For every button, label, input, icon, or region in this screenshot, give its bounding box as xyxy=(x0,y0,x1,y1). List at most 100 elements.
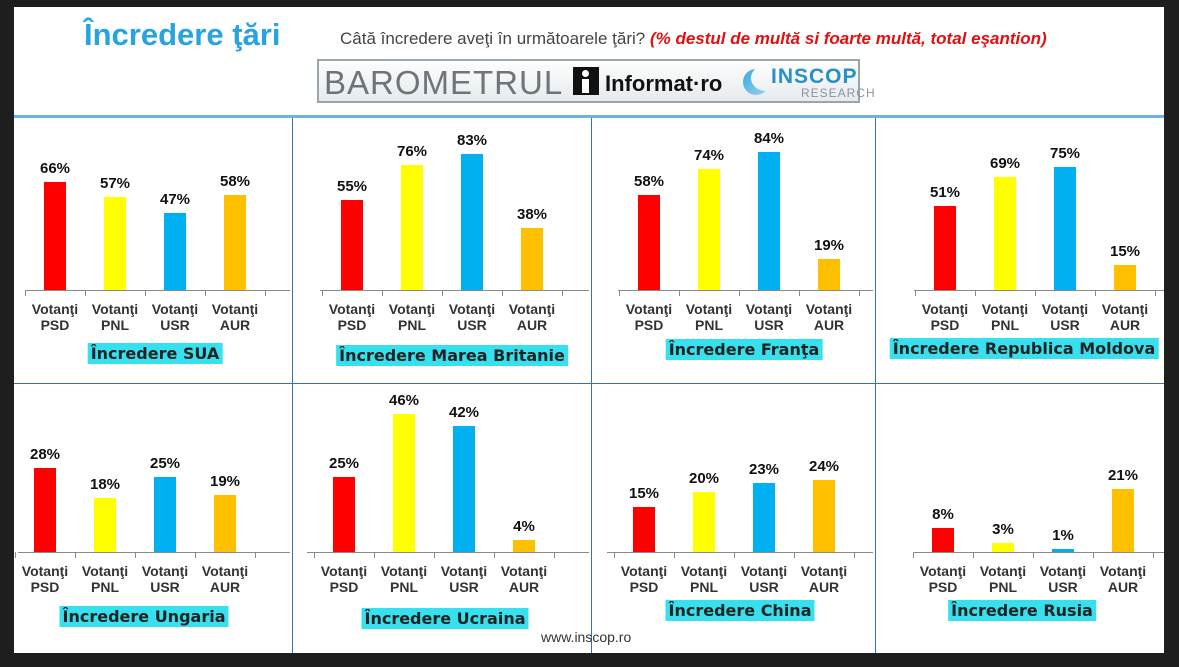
category-label: Votanţi AUR xyxy=(204,301,266,333)
category-label: Votanţi PSD xyxy=(321,301,383,333)
category-line: Votanţi xyxy=(500,563,548,579)
chart-bar xyxy=(1112,489,1134,552)
chart-bar xyxy=(994,176,1016,290)
category-line: PSD xyxy=(930,317,960,333)
category-line: Votanţi xyxy=(21,563,69,579)
axis-tick xyxy=(265,290,266,296)
category-line: PSD xyxy=(329,579,359,595)
category-line: Votanţi xyxy=(919,563,967,579)
axis-tick xyxy=(854,552,855,558)
category-line: Votanţi xyxy=(805,301,853,317)
data-label: 21% xyxy=(1107,467,1139,484)
chart-bar xyxy=(813,480,835,552)
chart-bar xyxy=(461,153,483,290)
chart-bar xyxy=(521,227,543,290)
data-label: 38% xyxy=(516,205,548,223)
data-label: 69% xyxy=(989,154,1021,172)
category-label: Votanţi AUR xyxy=(793,563,855,595)
category-line: Votanţi xyxy=(685,301,733,317)
category-label: Votanţi PNL xyxy=(972,563,1034,595)
chart-bar xyxy=(818,258,840,290)
column-divider xyxy=(292,118,293,653)
category-line: Votanţi xyxy=(1101,301,1149,317)
chart-title: Încredere Rusia xyxy=(948,600,1096,621)
chart-bar xyxy=(698,168,720,290)
chart-baseline xyxy=(25,290,290,291)
axis-tick xyxy=(382,290,383,296)
axis-tick xyxy=(15,552,16,558)
category-line: Votanţi xyxy=(448,301,496,317)
category-label: Votanţi AUR xyxy=(1092,563,1154,595)
axis-tick xyxy=(794,552,795,558)
chart-bar xyxy=(393,414,415,552)
axis-tick xyxy=(502,290,503,296)
category-line: Votanţi xyxy=(740,563,788,579)
data-label: 66% xyxy=(39,159,71,177)
category-label: Votanţi AUR xyxy=(501,301,563,333)
data-label: 1% xyxy=(1052,527,1074,544)
data-label: 3% xyxy=(992,521,1014,538)
category-label: Votanţi AUR xyxy=(798,301,860,333)
category-line: PNL xyxy=(91,579,119,595)
chart-baseline xyxy=(618,290,873,291)
data-label: 8% xyxy=(932,506,954,523)
category-line: Votanţi xyxy=(625,301,673,317)
category-label: Votanţi AUR xyxy=(1094,301,1156,333)
data-label: 58% xyxy=(219,172,251,190)
axis-tick xyxy=(554,552,555,558)
category-line: USR xyxy=(754,317,784,333)
barometer-banner: BAROMETRUL Informat·ro INSCOP RESEARCH xyxy=(317,59,875,103)
chart-bar xyxy=(154,477,176,552)
axis-tick xyxy=(1155,290,1156,296)
chart-bar xyxy=(164,212,186,290)
category-label: Votanţi PNL xyxy=(381,301,443,333)
category-line: Votanţi xyxy=(440,563,488,579)
research-label: RESEARCH xyxy=(801,86,876,100)
category-line: Votanţi xyxy=(320,563,368,579)
category-label: Votanţi PNL xyxy=(84,301,146,333)
category-line: Votanţi xyxy=(91,301,139,317)
axis-tick xyxy=(442,290,443,296)
chart-bar xyxy=(214,495,236,552)
category-label: Votanţi USR xyxy=(441,301,503,333)
category-line: Votanţi xyxy=(388,301,436,317)
category-line: Votanţi xyxy=(151,301,199,317)
axis-tick xyxy=(799,290,800,296)
chart-bar xyxy=(44,181,66,290)
axis-tick xyxy=(434,552,435,558)
category-label: Votanţi PNL xyxy=(678,301,740,333)
category-label: Votanţi PNL xyxy=(974,301,1036,333)
category-line: AUR xyxy=(1109,317,1141,333)
data-label: 25% xyxy=(328,455,360,472)
column-divider xyxy=(875,118,876,653)
axis-tick xyxy=(1153,552,1154,558)
data-label: 28% xyxy=(29,446,61,463)
category-line: USR xyxy=(150,579,180,595)
question-note: (% destul de multă si foarte multă, tota… xyxy=(649,29,1047,48)
data-label: 57% xyxy=(99,174,131,192)
category-line: Votanţi xyxy=(211,301,259,317)
category-line: USR xyxy=(160,317,190,333)
axis-tick xyxy=(314,552,315,558)
category-label: Votanţi PSD xyxy=(912,563,974,595)
axis-tick xyxy=(1035,290,1036,296)
category-line: Votanţi xyxy=(328,301,376,317)
axis-tick xyxy=(734,552,735,558)
category-line: Votanţi xyxy=(800,563,848,579)
category-line: Votanţi xyxy=(1099,563,1147,579)
category-label: Votanţi USR xyxy=(144,301,206,333)
axis-tick xyxy=(562,290,563,296)
axis-tick xyxy=(614,552,615,558)
data-label: 46% xyxy=(388,392,420,409)
data-label: 15% xyxy=(1109,243,1141,261)
informat-label: Informat·ro xyxy=(605,71,723,96)
axis-tick xyxy=(85,290,86,296)
axis-tick xyxy=(25,290,26,296)
data-label: 15% xyxy=(628,485,660,502)
category-line: PSD xyxy=(40,317,70,333)
axis-tick xyxy=(739,290,740,296)
barometer-label: BAROMETRUL xyxy=(324,64,564,101)
chart-bar xyxy=(992,543,1014,552)
inscop-logo-icon xyxy=(743,65,781,95)
informat-logo-icon xyxy=(573,67,599,95)
